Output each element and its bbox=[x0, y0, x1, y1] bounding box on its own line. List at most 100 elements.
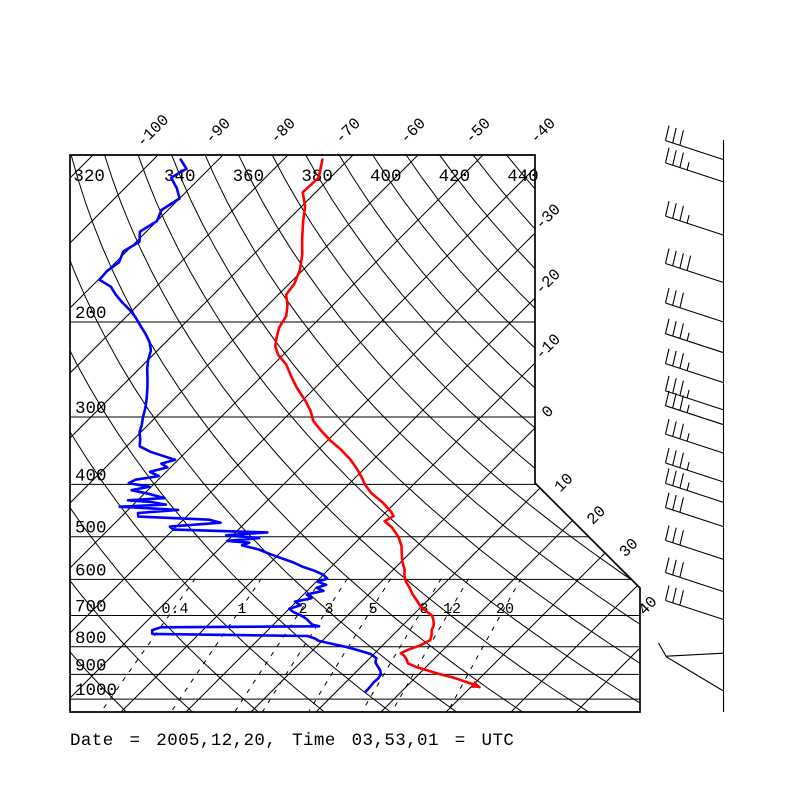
dry-adiabat-line bbox=[472, 155, 640, 712]
wind-barb bbox=[664, 390, 724, 426]
temperature-trace bbox=[273, 158, 481, 689]
right-temp-label: -30 bbox=[532, 201, 565, 234]
dry-adiabat-line bbox=[439, 155, 640, 712]
dry-adiabat-line bbox=[70, 155, 260, 712]
plot-border bbox=[69, 154, 641, 713]
theta-label: 320 bbox=[73, 167, 105, 187]
dry-adiabat-line bbox=[238, 155, 640, 712]
theta-label: 380 bbox=[301, 167, 333, 187]
mixing-ratio-label: 12 bbox=[443, 601, 461, 618]
mixing-ratio-line bbox=[447, 578, 522, 712]
wind-barb-column bbox=[658, 125, 725, 712]
wind-barb bbox=[664, 585, 724, 621]
corner-temp-label: 20 bbox=[584, 503, 610, 529]
dry-adiabat-line bbox=[372, 155, 640, 712]
pressure-tick-label: 800 bbox=[75, 629, 107, 649]
dry-adiabat-line bbox=[204, 155, 640, 712]
theta-label: 400 bbox=[370, 167, 402, 187]
pressure-tick-label: 500 bbox=[75, 519, 107, 539]
wind-barb bbox=[664, 525, 724, 560]
wind-barb bbox=[658, 642, 724, 692]
right-temp-label: -10 bbox=[532, 331, 565, 364]
dry-adiabat-line bbox=[104, 155, 590, 712]
corner-temp-label: 10 bbox=[551, 470, 577, 496]
right-temp-label: 0 bbox=[538, 402, 558, 422]
top-temp-label: -50 bbox=[462, 115, 495, 148]
mixing-ratio-label: 0.4 bbox=[161, 601, 188, 618]
temperature-trace-arrowhead bbox=[471, 680, 482, 688]
isotherm-line bbox=[641, 155, 800, 712]
mixing-ratio-line bbox=[170, 578, 262, 712]
isotherm-line bbox=[575, 155, 640, 712]
wind-barb bbox=[664, 200, 724, 236]
mixing-ratio-label: 5 bbox=[368, 601, 377, 618]
theta-label: 340 bbox=[164, 167, 196, 187]
isotherm-line bbox=[70, 155, 224, 712]
isotherm-line bbox=[70, 155, 289, 712]
mixing-ratio-label: 3 bbox=[324, 601, 333, 618]
pressure-tick-label: 600 bbox=[75, 561, 107, 581]
isotherm-line bbox=[380, 155, 640, 712]
mixing-ratio-line bbox=[361, 578, 442, 712]
isotherm-line bbox=[0, 155, 28, 712]
wind-barb bbox=[664, 287, 724, 323]
dry-adiabat-line bbox=[70, 155, 128, 712]
pressure-tick-label: 400 bbox=[75, 466, 107, 486]
dry-adiabat-line bbox=[70, 155, 392, 712]
wind-barb bbox=[664, 348, 724, 384]
dry-adiabat-line bbox=[305, 155, 640, 712]
top-temp-label: -80 bbox=[267, 115, 300, 148]
theta-label: 440 bbox=[507, 167, 539, 187]
isotherm-line bbox=[70, 155, 354, 712]
theta-label: 360 bbox=[233, 167, 265, 187]
wind-barb bbox=[664, 418, 724, 454]
dry-adiabat-line bbox=[539, 155, 640, 712]
wind-barb bbox=[664, 318, 724, 354]
wind-barb bbox=[664, 147, 724, 183]
dry-adiabat-line bbox=[70, 155, 326, 712]
mixing-ratio-label: 1 bbox=[237, 601, 246, 618]
pressure-tick-label: 1000 bbox=[75, 681, 117, 701]
mixing-ratio-line bbox=[391, 578, 470, 712]
isotherm-line bbox=[70, 155, 549, 712]
dry-adiabat-line bbox=[70, 155, 194, 712]
pressure-tick-label: 900 bbox=[75, 656, 107, 676]
wind-barb bbox=[664, 492, 724, 528]
pressure-tick-label: 300 bbox=[75, 399, 107, 419]
wind-barb bbox=[664, 557, 724, 593]
sounding-traces bbox=[98, 158, 481, 693]
top-temp-label: -40 bbox=[527, 115, 560, 148]
dry-adiabat-line bbox=[405, 155, 640, 712]
mixing-ratio-label: 20 bbox=[496, 601, 514, 618]
mixing-ratio-line bbox=[307, 578, 392, 712]
isotherm-line bbox=[70, 155, 419, 712]
dewpoint-trace bbox=[98, 158, 383, 693]
mixing-ratio-line bbox=[234, 578, 323, 712]
dry-adiabat-line bbox=[137, 155, 640, 712]
wind-barb bbox=[664, 248, 724, 284]
isotherm-line bbox=[70, 155, 614, 712]
dry-adiabat-line bbox=[271, 155, 640, 712]
mixing-ratio-line bbox=[100, 578, 196, 712]
top-temp-label: -90 bbox=[202, 115, 235, 148]
dry-adiabat-line bbox=[0, 155, 61, 713]
date-caption: Date = 2005,12,20, Time 03,53,01 = UTC bbox=[70, 731, 515, 751]
wind-barb bbox=[664, 375, 724, 411]
dry-adiabat-line bbox=[70, 155, 524, 712]
dry-adiabat-line bbox=[506, 155, 640, 712]
isotherm-line bbox=[250, 155, 640, 712]
corner-temp-label: 30 bbox=[616, 535, 642, 561]
top-temp-label: -100 bbox=[133, 111, 173, 151]
isotherm-line bbox=[510, 155, 640, 712]
isotherm-line bbox=[70, 155, 484, 712]
isotherm-line bbox=[315, 155, 640, 712]
dry-adiabat-line bbox=[171, 155, 640, 712]
wind-barb bbox=[666, 652, 724, 657]
wind-barb bbox=[664, 447, 724, 483]
top-temp-label: -70 bbox=[332, 115, 365, 148]
wind-barb bbox=[664, 125, 724, 161]
mixing-ratio-line bbox=[261, 578, 348, 712]
wind-barb bbox=[664, 468, 724, 503]
